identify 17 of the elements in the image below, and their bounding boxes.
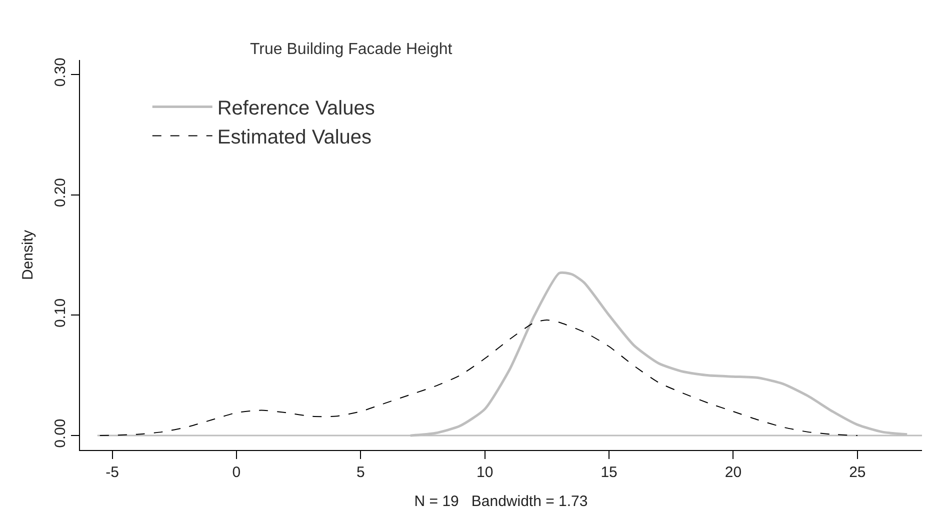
x-tick-label: 25 <box>849 464 866 481</box>
x-tick-label: 5 <box>356 464 365 481</box>
text: True Building Facade Height <box>250 41 453 58</box>
x-tick-label: -5 <box>106 464 119 481</box>
x-tick-label: 0 <box>232 464 241 481</box>
y-tick-label: 0.00 <box>52 418 69 448</box>
line-series <box>99 320 858 436</box>
y-tick-label: 0.20 <box>52 178 69 208</box>
x-tick-label: 10 <box>476 464 494 481</box>
y-axis-title: Density <box>19 230 36 280</box>
x-axis-title: N = 19 Bandwidth = 1.73 <box>414 493 588 510</box>
x-tick-label: 15 <box>600 464 618 481</box>
x-tick-label: 20 <box>724 464 742 481</box>
y-tick-label: 0.30 <box>52 58 69 87</box>
legend-label: Estimated Values <box>217 126 372 149</box>
legend-label: Reference Values <box>217 98 375 120</box>
y-tick-label: 0.10 <box>52 298 69 328</box>
